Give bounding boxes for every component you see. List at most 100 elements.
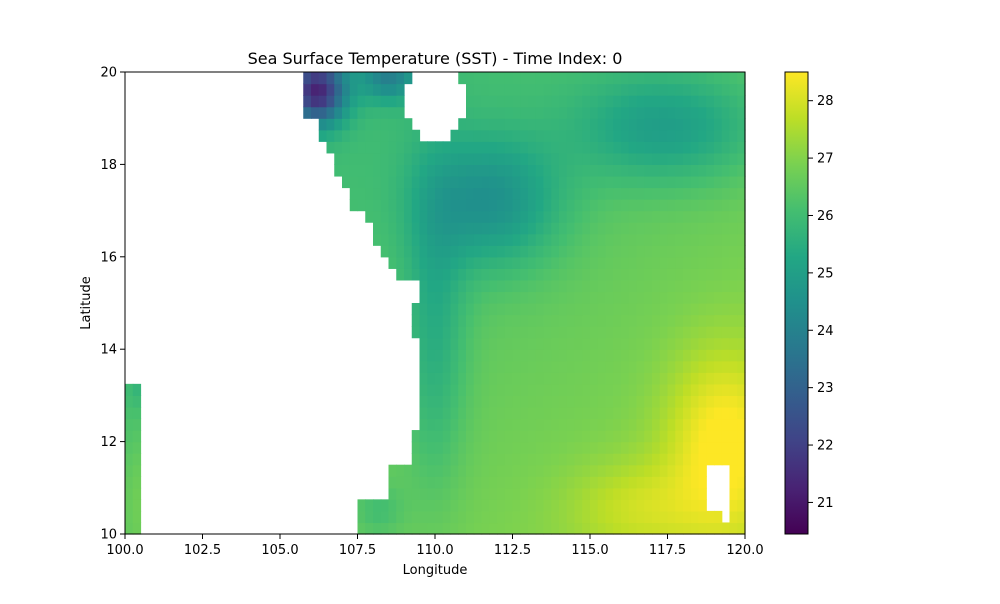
heatmap-cell: [551, 303, 560, 316]
heatmap-cell: [737, 210, 746, 223]
heatmap-cell: [721, 83, 731, 96]
heatmap-cell: [574, 372, 583, 385]
heatmap-cell: [303, 106, 312, 119]
heatmap-cell: [729, 406, 738, 420]
heatmap-cell: [621, 106, 630, 119]
heatmap-cell: [388, 175, 397, 189]
heatmap-cell: [504, 406, 514, 420]
heatmap-cell: [411, 175, 421, 189]
heatmap-cell: [706, 95, 715, 108]
heatmap-cell: [458, 210, 467, 223]
heatmap-cell: [628, 152, 638, 165]
heatmap-cell: [574, 406, 583, 420]
heatmap-cell: [125, 453, 134, 466]
heatmap-cell: [714, 406, 723, 420]
heatmap-cell: [396, 522, 405, 535]
heatmap-cell: [489, 326, 498, 339]
heatmap-cell: [729, 349, 738, 362]
heatmap-cell: [566, 499, 576, 512]
heatmap-cell: [706, 256, 715, 269]
heatmap-cell: [721, 245, 731, 258]
heatmap-cell: [473, 326, 483, 339]
heatmap-cell: [504, 360, 514, 373]
heatmap-cell: [466, 187, 475, 200]
heatmap-cell: [404, 499, 413, 512]
heatmap-cell: [543, 395, 552, 408]
heatmap-cell: [450, 303, 459, 316]
heatmap-cell: [644, 106, 653, 119]
heatmap-cell: [605, 245, 614, 258]
heatmap-cell: [365, 175, 374, 189]
heatmap-cell: [466, 233, 475, 246]
heatmap-cell: [512, 83, 521, 96]
heatmap-cell: [365, 106, 374, 119]
heatmap-cell: [628, 453, 638, 466]
heatmap-cell: [551, 499, 560, 512]
heatmap-cell: [706, 141, 715, 154]
heatmap-cell: [559, 337, 568, 350]
heatmap-cell: [590, 476, 599, 489]
x-tick-label: 115.0: [571, 543, 608, 558]
heatmap-cell: [566, 141, 576, 154]
heatmap-cell: [582, 118, 591, 131]
heatmap-cell: [597, 303, 607, 316]
heatmap-cell: [644, 337, 653, 350]
heatmap-cell: [427, 406, 436, 420]
heatmap-cell: [450, 487, 459, 500]
heatmap-cell: [473, 164, 483, 177]
heatmap-cell: [675, 233, 684, 246]
heatmap-cell: [698, 349, 707, 362]
heatmap-cell: [590, 453, 599, 466]
heatmap-cell: [729, 360, 738, 373]
heatmap-cell: [365, 210, 374, 223]
heatmap-cell: [442, 476, 452, 489]
heatmap-cell: [125, 418, 134, 431]
heatmap-cell: [334, 95, 343, 108]
heatmap-cell: [543, 164, 552, 177]
heatmap-cell: [613, 476, 622, 489]
heatmap-cell: [473, 245, 483, 258]
heatmap-cell: [621, 372, 630, 385]
heatmap-cell: [411, 314, 421, 327]
heatmap-cell: [605, 499, 614, 512]
heatmap-cell: [683, 499, 692, 512]
heatmap-cell: [450, 291, 459, 304]
heatmap-cell: [605, 326, 614, 339]
heatmap-cell: [636, 233, 645, 246]
heatmap-cell: [690, 256, 700, 269]
heatmap-cell: [737, 106, 746, 119]
heatmap-cell: [466, 95, 475, 108]
heatmap-cell: [737, 522, 746, 535]
heatmap-cell: [357, 499, 366, 512]
heatmap-cell: [582, 256, 591, 269]
heatmap-cell: [543, 418, 552, 431]
heatmap-cell: [535, 256, 545, 269]
heatmap-cell: [628, 383, 638, 396]
heatmap-cell: [721, 337, 731, 350]
heatmap-cell: [489, 129, 498, 142]
heatmap-cell: [605, 268, 614, 281]
heatmap-cell: [698, 441, 707, 454]
heatmap-cell: [489, 95, 498, 108]
heatmap-cell: [411, 464, 421, 477]
heatmap-cell: [450, 129, 459, 142]
heatmap-cell: [590, 175, 599, 189]
heatmap-cell: [628, 441, 638, 454]
heatmap-cell: [435, 418, 444, 431]
heatmap-cell: [373, 141, 382, 154]
heatmap-cell: [698, 233, 707, 246]
heatmap-cell: [435, 175, 444, 189]
heatmap-cell: [675, 199, 684, 212]
heatmap-cell: [706, 441, 715, 454]
heatmap-cell: [473, 303, 483, 316]
heatmap-cell: [349, 141, 359, 154]
heatmap-cell: [125, 510, 134, 524]
heatmap-cell: [450, 256, 459, 269]
heatmap-cell: [543, 199, 552, 212]
heatmap-cell: [349, 72, 359, 85]
heatmap-cell: [667, 430, 676, 443]
heatmap-cell: [683, 487, 692, 500]
heatmap-cell: [675, 430, 684, 443]
heatmap-cell: [675, 268, 684, 281]
heatmap-cell: [698, 245, 707, 258]
